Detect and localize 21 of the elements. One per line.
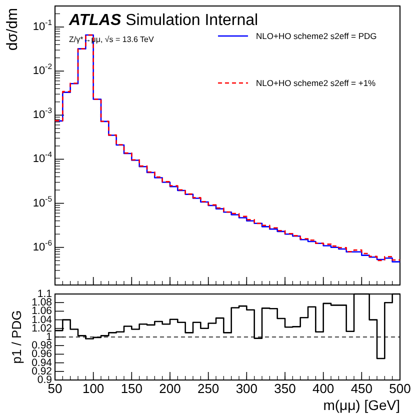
x-tick-label: 150 [120,381,143,396]
chart-title: ATLAS Simulation Internal [68,12,258,29]
x-tick-label: 450 [350,381,373,396]
y-tick-label: 10$^{-4}$ [32,150,53,166]
x-tick-label: 400 [312,381,334,396]
x-tick-label: 300 [236,381,258,396]
y-axis-title: p1 / PDG [9,310,24,364]
x-tick-label: 500 [389,381,411,396]
x-tick-label: 350 [274,381,296,396]
x-axis-title: m(μμ) [GeV] [323,397,400,413]
y-tick-label: 10$^{-5}$ [32,194,52,210]
y-tick-label: 10$^{-6}$ [32,238,52,254]
x-tick-label: 200 [159,381,181,396]
y-tick-label: 10$^{-1}$ [32,18,52,34]
y-axis-title: dσ/dm [4,8,21,51]
x-tick-label: 250 [197,381,220,396]
y-tick-label: 10$^{-3}$ [32,106,52,122]
x-tick-label: 100 [82,381,104,396]
y-tick-label: 10$^{-2}$ [32,62,52,78]
legend-label: NLO+HO scheme2 s2eff = +1% [256,78,376,88]
legend-label: NLO+HO scheme2 s2eff = PDG [256,31,377,41]
